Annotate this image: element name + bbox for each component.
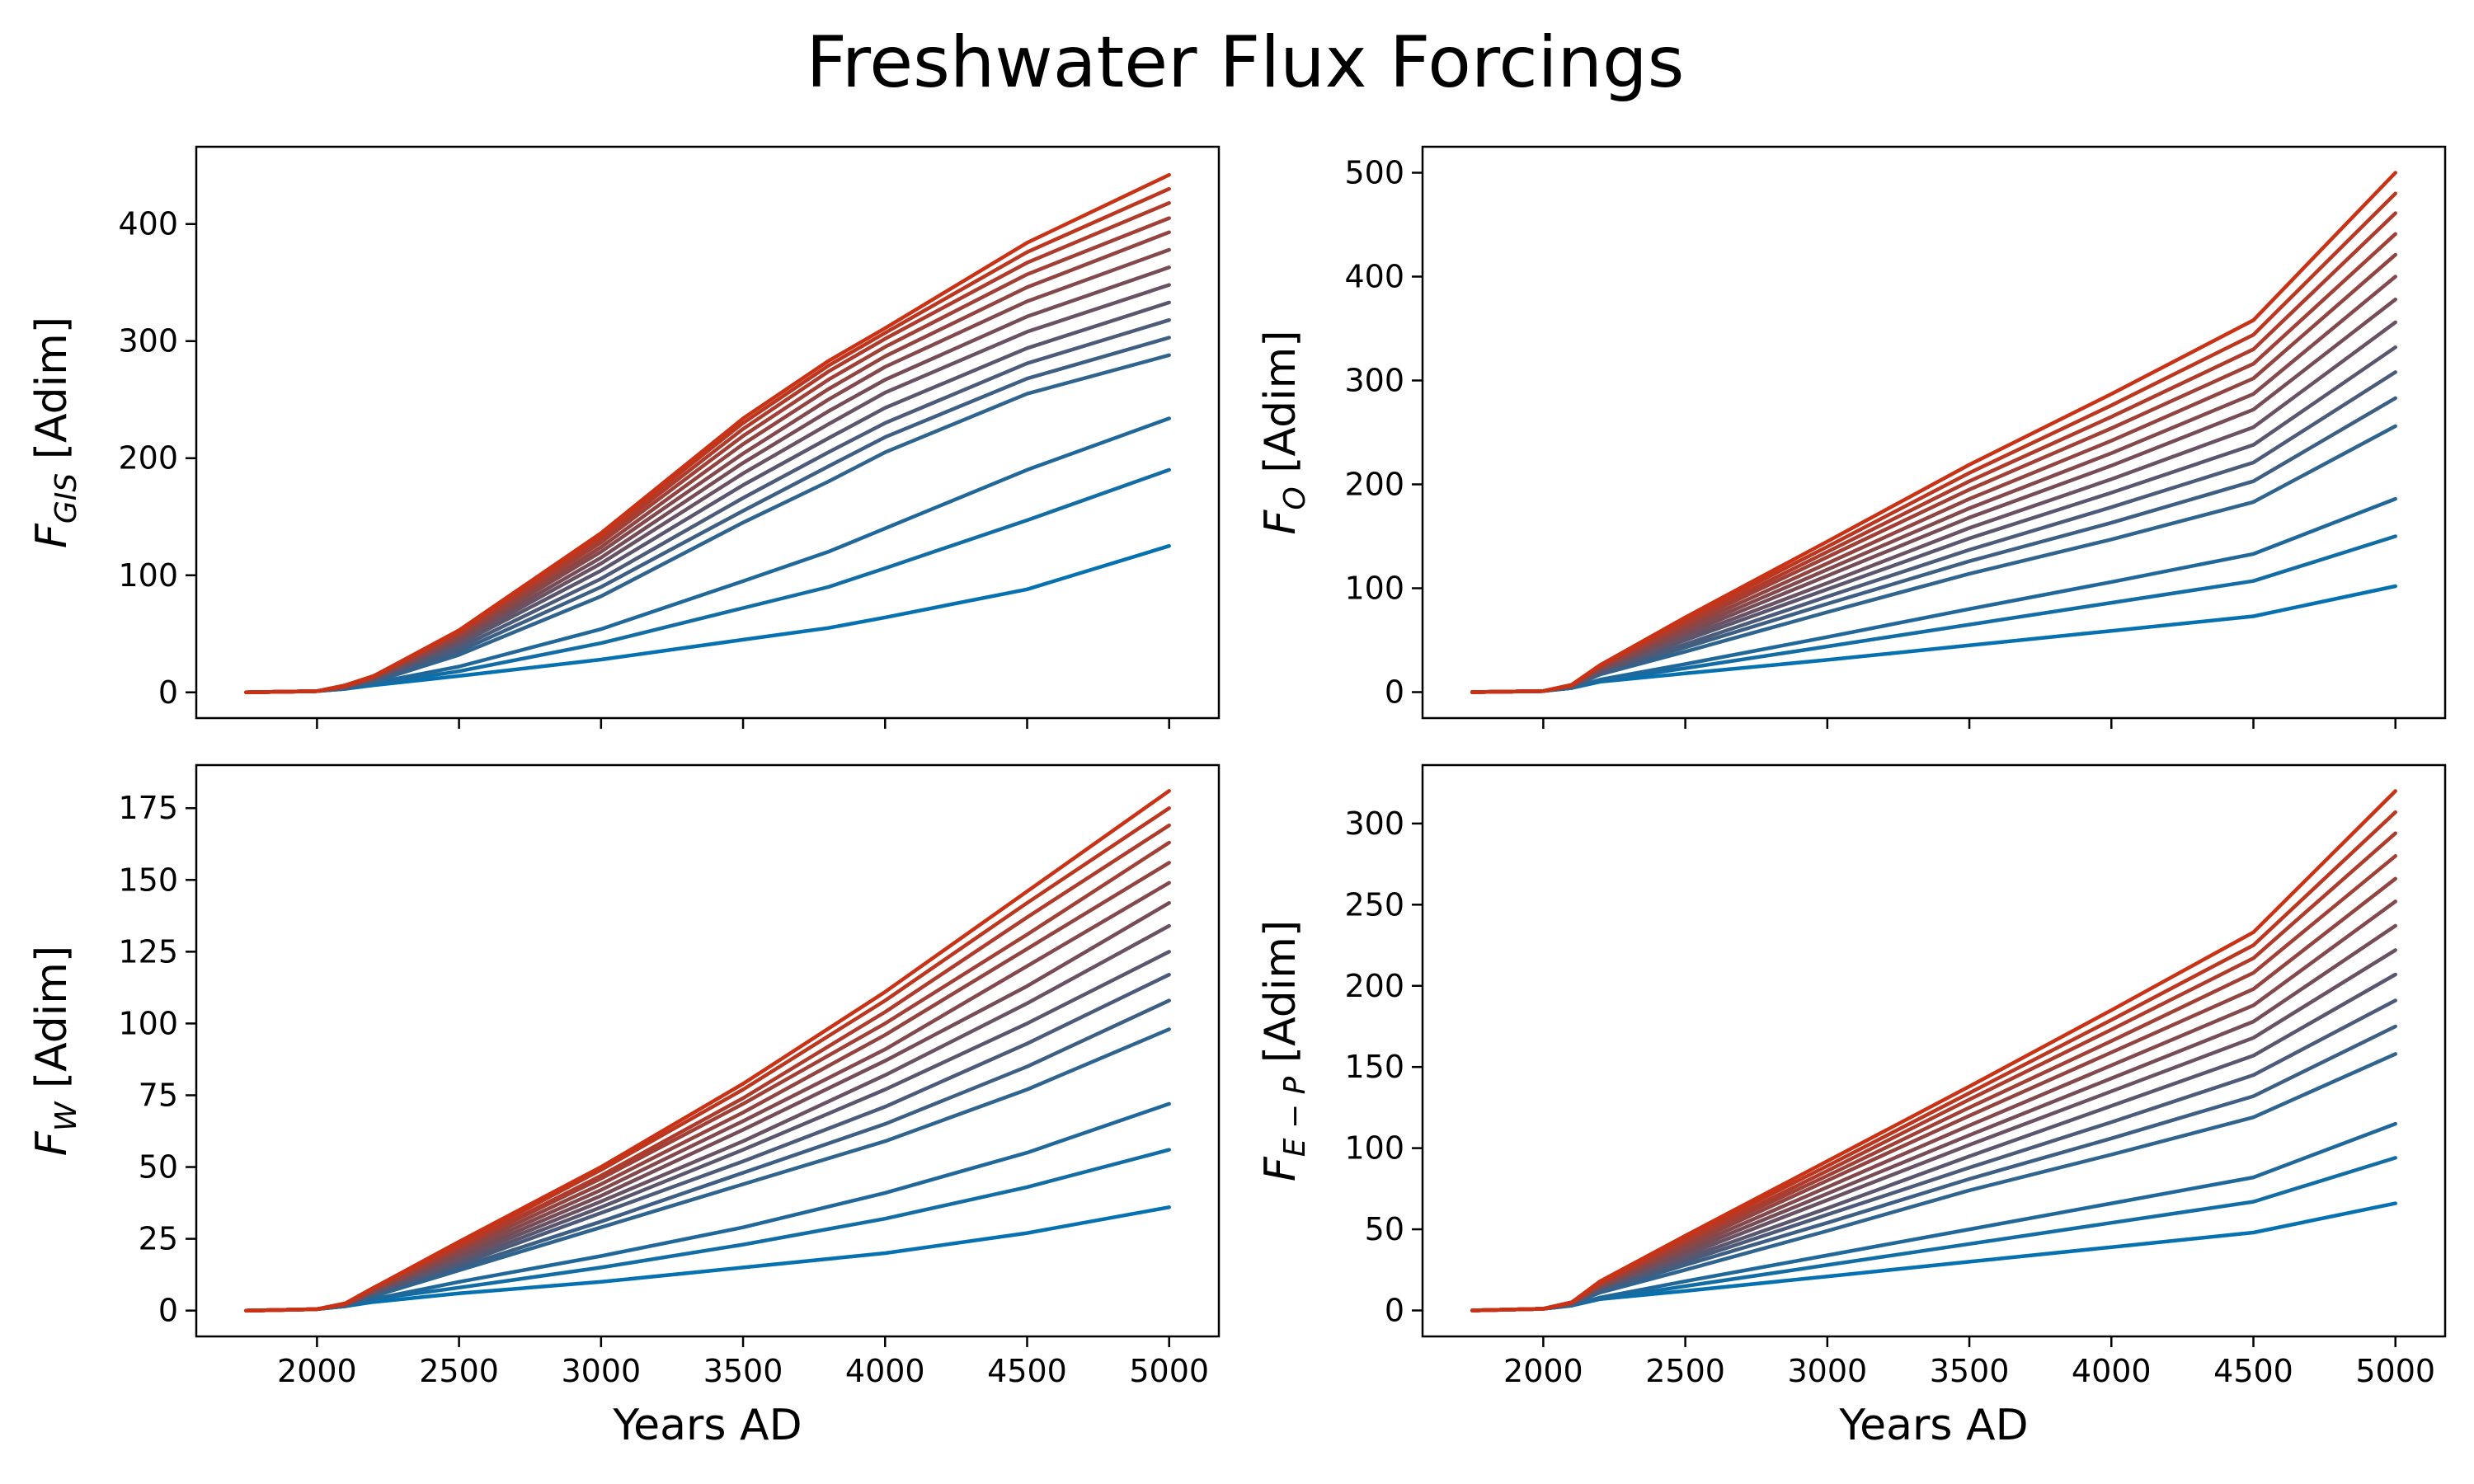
series-line-12 xyxy=(1470,854,2397,1313)
y-tick-label: 400 xyxy=(1344,259,1404,295)
series-line-4 xyxy=(244,1027,1171,1313)
y-axis-label: FGIS [Adim] xyxy=(27,317,83,548)
x-tick-label: 5000 xyxy=(2355,1353,2435,1389)
y-tick-label: 0 xyxy=(158,1293,178,1329)
series-line-4 xyxy=(244,353,1171,695)
subplot-gis: 0 100 200 300 400 FGIS [Adim] xyxy=(27,145,1221,729)
y-tick-label: 200 xyxy=(118,440,178,477)
y-axis-label: FO [Adim] xyxy=(1256,330,1312,534)
series-line-13 xyxy=(1470,211,2397,694)
axes-frame xyxy=(195,145,1221,720)
subplot-w: 2000 2500 3000 3500 4000 4500 5000 0 25 50 75 100 12… xyxy=(27,763,1221,1450)
subplot-o: 0 100 200 300 400 500 FO [Adim] xyxy=(1256,145,2447,729)
series-line-3 xyxy=(244,416,1171,695)
y-tick-label: 25 xyxy=(139,1221,178,1257)
y-tick-label: 100 xyxy=(118,1005,178,1041)
x-tick-label: 3000 xyxy=(561,1353,641,1389)
y-tick-label: 100 xyxy=(118,557,178,594)
series-line-5 xyxy=(244,336,1171,695)
y-axis-label: FW [Adim] xyxy=(27,946,83,1156)
series-line-15 xyxy=(1470,171,2397,694)
y-tick-label: 500 xyxy=(1344,155,1404,191)
y-tick-label: 150 xyxy=(1344,1049,1404,1085)
y-tick-label: 50 xyxy=(139,1149,178,1186)
x-tick-label: 4500 xyxy=(2213,1353,2293,1389)
y-tick-label: 50 xyxy=(1365,1211,1404,1247)
x-axis-label: Years AD xyxy=(1838,1401,2028,1450)
series-line-2 xyxy=(244,467,1171,695)
x-tick-label: 2500 xyxy=(1645,1353,1725,1389)
y-tick-label: 100 xyxy=(1344,571,1404,607)
y-tick-label: 100 xyxy=(1344,1130,1404,1167)
y-tick-label: 75 xyxy=(139,1077,178,1113)
series-line-15 xyxy=(244,789,1171,1313)
figure-title: Freshwater Flux Forcings xyxy=(807,21,1685,104)
series-line-13 xyxy=(244,823,1171,1313)
x-tick-label: 3500 xyxy=(1930,1353,2010,1389)
series-line-15 xyxy=(244,172,1171,695)
y-tick-label: 0 xyxy=(1385,1293,1404,1329)
y-tick-label: 175 xyxy=(118,790,178,826)
y-tick-label: 150 xyxy=(118,862,178,898)
series-line-6 xyxy=(244,972,1171,1313)
series-line-15 xyxy=(1470,789,2397,1313)
y-tick-label: 300 xyxy=(1344,805,1404,842)
y-tick-label: 200 xyxy=(1344,968,1404,1004)
subplot-ep: 2000 2500 3000 3500 4000 4500 5000 0 50 100 150 200… xyxy=(1256,763,2447,1450)
y-tick-label: 250 xyxy=(1344,886,1404,923)
y-tick-label: 0 xyxy=(158,674,178,711)
x-tick-label: 2000 xyxy=(277,1353,357,1389)
x-tick-label: 5000 xyxy=(1129,1353,1209,1389)
x-tick-label: 4000 xyxy=(2072,1353,2152,1389)
series-line-12 xyxy=(1470,232,2397,694)
y-tick-label: 300 xyxy=(118,323,178,359)
series-line-3 xyxy=(244,1101,1171,1313)
y-axis-label: FE − P [Adim] xyxy=(1256,920,1312,1181)
y-tick-label: 300 xyxy=(1344,363,1404,399)
y-tick-label: 0 xyxy=(1385,674,1404,711)
y-tick-label: 200 xyxy=(1344,467,1404,503)
y-tick-label: 400 xyxy=(118,206,178,242)
x-tick-label: 3500 xyxy=(703,1353,783,1389)
series-line-4 xyxy=(1470,424,2397,694)
series-line-11 xyxy=(1470,252,2397,694)
axes-frame xyxy=(195,763,1221,1338)
x-tick-label: 4000 xyxy=(845,1353,925,1389)
axes-frame xyxy=(1421,145,2447,720)
series-line-7 xyxy=(1470,345,2397,694)
x-axis-label: Years AD xyxy=(612,1401,802,1450)
y-tick-label: 125 xyxy=(118,933,178,970)
x-tick-label: 4500 xyxy=(987,1353,1067,1389)
x-tick-label: 2500 xyxy=(419,1353,499,1389)
x-tick-label: 3000 xyxy=(1787,1353,1867,1389)
axes-frame xyxy=(1421,763,2447,1338)
x-tick-label: 2000 xyxy=(1503,1353,1583,1389)
